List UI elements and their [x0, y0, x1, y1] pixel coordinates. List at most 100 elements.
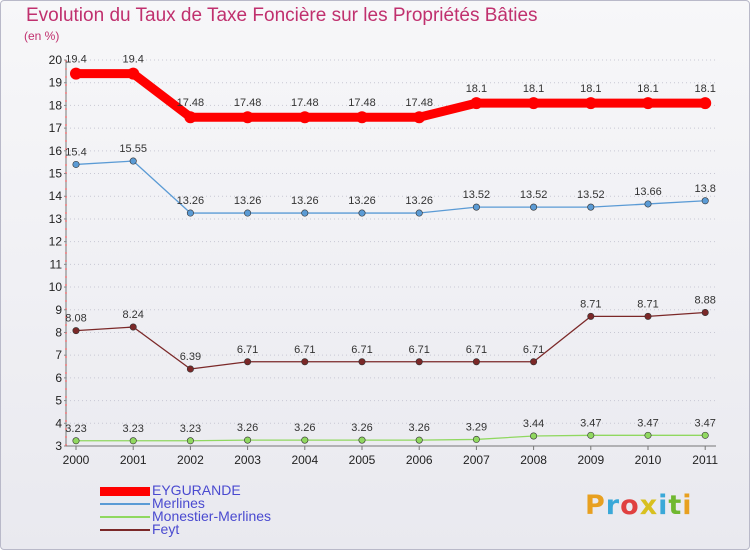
- data-label: 13.52: [463, 189, 491, 201]
- data-point: [358, 436, 366, 444]
- data-point: [413, 111, 426, 124]
- y-tick-label: 16: [49, 144, 63, 158]
- data-point: [415, 209, 423, 217]
- legend-label: EYGURANDE: [152, 482, 241, 498]
- data-label: 18.1: [466, 83, 487, 95]
- data-label: 17.48: [348, 97, 376, 109]
- y-tick-labels: 3 4 5 6 7 8 9 10 11 12 13 14 15 16 17 18 19 20: [49, 53, 66, 453]
- data-point: [530, 432, 538, 440]
- data-point: [356, 111, 368, 124]
- data-label: 3.26: [351, 422, 372, 434]
- x-tick-label: 2002: [177, 453, 204, 467]
- x-tick-labels: 2000 2001 2002 2003 2004 2005 2006 2007 2008 2009…: [63, 446, 718, 467]
- data-label: 3.23: [180, 423, 201, 435]
- data-point: [129, 157, 137, 165]
- legend-label: Merlines: [152, 495, 205, 511]
- y-tick-label: 13: [49, 212, 63, 226]
- data-point: [244, 358, 252, 366]
- data-label: 3.26: [294, 422, 315, 434]
- data-point: [527, 97, 540, 110]
- data-label: 3.23: [122, 423, 143, 435]
- data-point: [701, 308, 709, 316]
- data-label: 3.47: [580, 417, 601, 429]
- data-label: 8.71: [637, 298, 658, 310]
- data-label: 18.1: [580, 83, 601, 95]
- data-label: 15.55: [119, 143, 147, 155]
- series-group: [70, 67, 712, 445]
- data-point: [415, 358, 423, 366]
- y-tick-label: 20: [49, 53, 63, 67]
- data-label: 19.4: [65, 54, 86, 66]
- data-label: 6.71: [351, 344, 372, 356]
- x-tick-label: 2011: [692, 453, 718, 467]
- proxiti-logo: Proxiti: [585, 490, 693, 521]
- data-label: 3.47: [637, 417, 658, 429]
- data-point: [587, 203, 595, 211]
- data-point: [186, 437, 194, 445]
- x-tick-label: 2003: [234, 453, 261, 467]
- chart-title: Evolution du Taux de Taxe Foncière sur l…: [26, 5, 538, 26]
- data-label: 18.1: [637, 83, 658, 95]
- data-label: 19.4: [122, 54, 143, 66]
- x-tick-label: 2009: [577, 453, 604, 467]
- data-label: 17.48: [291, 97, 319, 109]
- data-point: [127, 67, 140, 80]
- data-point: [470, 97, 483, 110]
- data-point: [244, 436, 252, 444]
- series-line-eygurande: [76, 69, 706, 122]
- data-label: 8.71: [580, 298, 601, 310]
- data-point: [186, 209, 194, 217]
- data-label: 13.52: [577, 189, 605, 201]
- data-label: 6.71: [408, 344, 429, 356]
- y-tick-label: 18: [49, 98, 63, 112]
- data-point: [584, 97, 597, 110]
- data-labels: 19.4 19.4 17.48 17.48 17.48 17.48 17.48 18.1 18.…: [65, 54, 716, 435]
- data-label: 6.71: [237, 344, 258, 356]
- data-label: 3.23: [65, 423, 86, 435]
- y-tick-label: 6: [55, 371, 62, 385]
- data-point: [241, 111, 254, 124]
- data-label: 17.48: [177, 97, 205, 109]
- x-tick-label: 2008: [520, 453, 547, 467]
- x-tick-label: 2006: [406, 453, 433, 467]
- legend-label: Feyt: [152, 521, 180, 537]
- data-point: [701, 431, 709, 439]
- data-point: [298, 111, 311, 124]
- data-label: 6.71: [523, 344, 544, 356]
- y-tick-label: 12: [49, 235, 63, 249]
- data-label: 13.26: [348, 195, 376, 207]
- data-point: [699, 97, 712, 110]
- data-point: [301, 436, 309, 444]
- data-label: 13.8: [694, 183, 715, 195]
- legend-swatch: [100, 529, 150, 531]
- data-point: [70, 67, 82, 80]
- legend-swatch: [100, 516, 150, 518]
- y-tick-label: 14: [49, 189, 63, 203]
- data-label: 8.08: [65, 313, 86, 325]
- data-label: 18.1: [523, 83, 544, 95]
- x-tick-label: 2005: [349, 453, 376, 467]
- data-point: [472, 358, 480, 366]
- data-point: [587, 431, 595, 439]
- data-point: [184, 111, 197, 124]
- data-label: 6.71: [294, 344, 315, 356]
- data-label: 8.88: [694, 294, 715, 306]
- data-label: 3.26: [408, 422, 429, 434]
- y-tick-label: 10: [49, 280, 63, 294]
- data-point: [301, 358, 309, 366]
- x-tick-label: 2004: [291, 453, 318, 467]
- y-tick-label: 9: [55, 303, 62, 317]
- data-label: 3.47: [694, 417, 715, 429]
- y-tick-label: 8: [55, 325, 62, 339]
- data-label: 17.48: [405, 97, 433, 109]
- data-point: [358, 358, 366, 366]
- data-label: 3.26: [237, 422, 258, 434]
- data-point: [530, 203, 538, 211]
- x-tick-label: 2001: [120, 453, 147, 467]
- series-line-merlines: [75, 160, 706, 214]
- data-point: [129, 437, 137, 445]
- x-tick-label: 2010: [635, 453, 662, 467]
- data-label: 3.44: [523, 418, 544, 430]
